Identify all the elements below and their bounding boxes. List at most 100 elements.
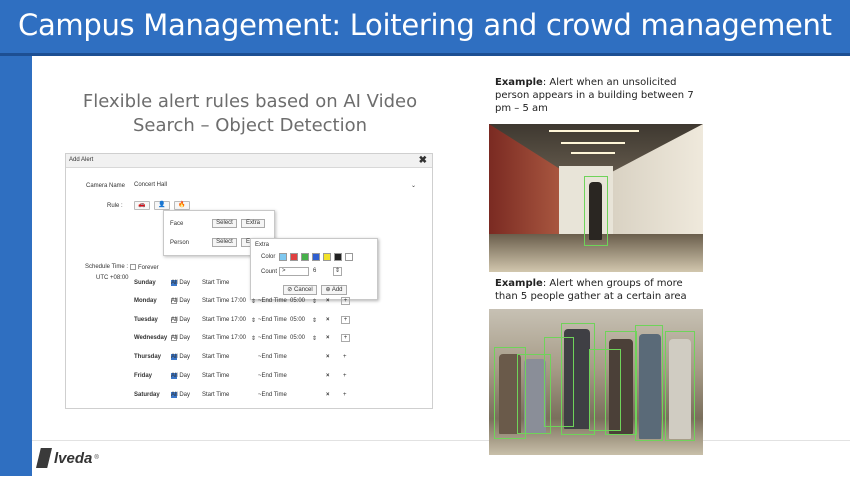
- person-detection-box: [605, 331, 637, 435]
- camera-dropdown-chevron-icon[interactable]: ⌄: [411, 183, 417, 189]
- end-time-value[interactable]: 05:00: [290, 298, 306, 304]
- schedule-row-thursday: Thursday All Day Start Time ~End Time × …: [134, 354, 424, 364]
- remove-icon[interactable]: ×: [326, 392, 330, 398]
- start-time-value[interactable]: 17:00: [231, 317, 247, 323]
- person-detection-box: [544, 337, 574, 427]
- car-icon[interactable]: 🚗: [134, 201, 150, 210]
- start-time-label: Start Time: [202, 298, 230, 304]
- add-time-plus-icon[interactable]: +: [343, 373, 347, 379]
- person-detection-box: [494, 347, 526, 439]
- extra-popup-title: Extra: [255, 242, 270, 248]
- end-time-value[interactable]: 05:00: [290, 317, 306, 323]
- count-stepper-icon[interactable]: ⇕: [333, 267, 342, 276]
- person-select-button[interactable]: Select: [212, 238, 237, 247]
- start-stepper-icon[interactable]: ⇕: [251, 318, 257, 324]
- remove-icon[interactable]: ×: [326, 317, 330, 323]
- all-day-checkbox-box[interactable]: [171, 392, 177, 398]
- all-day-checkbox-box[interactable]: [171, 354, 177, 360]
- face-select-button[interactable]: Select: [212, 219, 237, 228]
- iveda-logo: lveda ®: [36, 448, 99, 468]
- remove-icon[interactable]: ×: [326, 335, 330, 341]
- all-day-label: All Day: [171, 298, 191, 304]
- add-button[interactable]: ⊕ Add: [321, 285, 347, 295]
- hallway-photo: [489, 124, 703, 272]
- fire-icon[interactable]: 🔥: [174, 201, 190, 210]
- all-day-checkbox-box[interactable]: [171, 373, 177, 379]
- day-name: Friday: [134, 373, 153, 379]
- all-day-checkbox-box[interactable]: [171, 280, 177, 286]
- end-stepper-icon[interactable]: ⇕: [312, 318, 318, 324]
- day-name: Wednesday: [134, 335, 168, 341]
- end-time-value[interactable]: 05:00: [290, 335, 306, 341]
- schedule-time-label: Schedule Time :: [85, 264, 129, 270]
- footer-divider: [32, 440, 850, 441]
- start-stepper-icon[interactable]: ⇕: [251, 336, 257, 342]
- example1-text: : Alert when an unsolicited person appea…: [495, 77, 694, 114]
- add-time-plus-icon[interactable]: +: [341, 297, 350, 305]
- color-swatch-blue[interactable]: [312, 253, 320, 261]
- face-extra-button[interactable]: Extra: [241, 219, 265, 228]
- person-icon[interactable]: 👤: [154, 201, 170, 210]
- color-swatch-yellow[interactable]: [323, 253, 331, 261]
- iveda-logo-mark-icon: [36, 448, 52, 468]
- all-day-label: All Day: [171, 392, 191, 398]
- end-time-label: ~End Time: [258, 317, 287, 323]
- ceiling-light: [571, 152, 615, 154]
- rule-person-label: Person: [170, 240, 190, 246]
- all-day-checkbox-box[interactable]: [171, 335, 177, 341]
- ceiling-light: [561, 142, 625, 144]
- count-operator-select[interactable]: >: [279, 267, 309, 276]
- end-time-label: ~End Time: [258, 392, 287, 398]
- all-day-label: All Day: [171, 317, 191, 323]
- remove-icon[interactable]: ×: [326, 298, 330, 304]
- add-time-plus-icon[interactable]: +: [343, 392, 347, 398]
- forever-checkbox[interactable]: Forever: [130, 264, 159, 271]
- person-silhouette: [564, 329, 590, 429]
- add-time-plus-icon[interactable]: +: [343, 354, 347, 360]
- color-swatch-white[interactable]: [345, 253, 353, 261]
- remove-icon[interactable]: ×: [326, 373, 330, 379]
- start-time-value[interactable]: 17:00: [231, 298, 247, 304]
- day-name: Sunday: [134, 280, 156, 286]
- schedule-row-saturday: Saturday All Day Start Time ~End Time × …: [134, 392, 424, 402]
- schedule-row-friday: Friday All Day Start Time ~End Time × +: [134, 373, 424, 383]
- example2-label: Example: [495, 278, 543, 289]
- schedule-row-tuesday: Tuesday All Day Start Time 17:00 ⇕ ~End …: [134, 316, 424, 327]
- forever-label: Forever: [138, 265, 159, 271]
- add-label: Add: [331, 287, 343, 293]
- color-swatch-light-blue[interactable]: [279, 253, 287, 261]
- cancel-icon: ⊘: [287, 287, 294, 293]
- day-name: Saturday: [134, 392, 160, 398]
- hallway-floor: [489, 234, 703, 272]
- count-value[interactable]: 6: [313, 268, 317, 274]
- person-detection-box: [561, 323, 595, 435]
- person-detection-box: [584, 176, 608, 246]
- remove-icon[interactable]: ×: [326, 354, 330, 360]
- add-time-plus-icon[interactable]: +: [341, 334, 350, 342]
- end-stepper-icon[interactable]: ⇕: [312, 299, 318, 305]
- color-swatch-black[interactable]: [334, 253, 342, 261]
- example1-caption: Example: Alert when an unsolicited perso…: [495, 76, 705, 115]
- end-stepper-icon[interactable]: ⇕: [312, 336, 318, 342]
- start-stepper-icon[interactable]: ⇕: [251, 299, 257, 305]
- all-day-label: All Day: [171, 354, 191, 360]
- forever-checkbox-box[interactable]: [130, 264, 136, 270]
- color-swatch-green[interactable]: [301, 253, 309, 261]
- color-swatch-red[interactable]: [290, 253, 298, 261]
- cancel-button[interactable]: ⊘ Cancel: [283, 285, 317, 295]
- subtitle-line-2: Search – Object Detection: [132, 115, 368, 136]
- camera-name-value[interactable]: Concert Hall: [134, 182, 168, 188]
- person-silhouette: [669, 339, 691, 439]
- example2-caption: Example: Alert when groups of more than …: [495, 277, 705, 303]
- example2-text: : Alert when groups of more than 5 peopl…: [495, 278, 687, 302]
- start-time-label: Start Time: [202, 317, 230, 323]
- day-name: Monday: [134, 298, 157, 304]
- add-time-plus-icon[interactable]: +: [341, 316, 350, 324]
- all-day-checkbox-box[interactable]: [171, 317, 177, 323]
- person-detection-box: [665, 331, 695, 441]
- schedule-row-wednesday: Wednesday All Day Start Time 17:00 ⇕ ~En…: [134, 334, 424, 345]
- all-day-checkbox-box[interactable]: [171, 298, 177, 304]
- start-time-value[interactable]: 17:00: [231, 335, 247, 341]
- close-icon[interactable]: ✖: [418, 155, 427, 166]
- end-time-label: ~End Time: [258, 373, 287, 379]
